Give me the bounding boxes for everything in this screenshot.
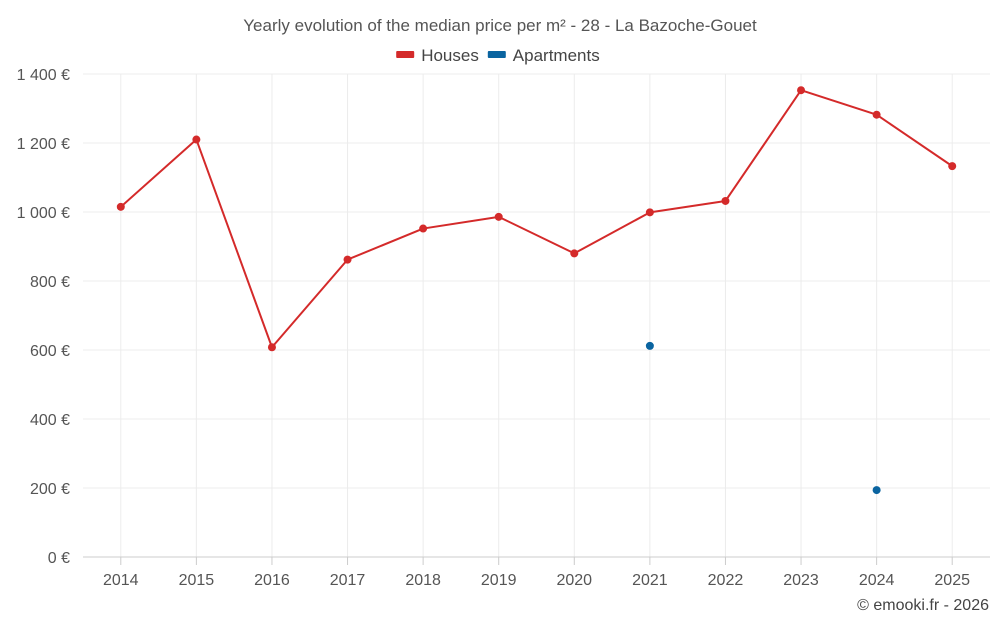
- x-tick-label: 2025: [934, 572, 970, 589]
- legend: Houses Apartments: [396, 46, 600, 65]
- houses-data-point[interactable]: [192, 135, 201, 144]
- houses-data-point[interactable]: [645, 208, 654, 217]
- y-tick-label: 800 €: [30, 274, 70, 291]
- legend-label-apartments: Apartments: [513, 46, 600, 65]
- houses-series-line: [120, 89, 953, 349]
- credit-text: © emooki.fr - 2026: [857, 597, 989, 614]
- y-tick-label: 400 €: [30, 412, 70, 429]
- houses-data-point[interactable]: [343, 255, 352, 264]
- x-tick-label: 2015: [179, 572, 215, 589]
- x-tick-label: 2020: [556, 572, 592, 589]
- gridlines: [83, 73, 990, 557]
- y-tick-label: 200 €: [30, 481, 70, 498]
- houses-data-point[interactable]: [419, 224, 428, 233]
- houses-data-point[interactable]: [570, 249, 579, 258]
- y-tick-label: 1 400 €: [17, 67, 70, 84]
- houses-data-point[interactable]: [948, 162, 957, 171]
- houses-data-point[interactable]: [721, 196, 730, 205]
- y-tick-label: 1 200 €: [17, 136, 70, 153]
- series: [116, 86, 957, 495]
- y-tick-label: 600 €: [30, 343, 70, 360]
- x-tick-label: 2018: [405, 572, 441, 589]
- chart-title: Yearly evolution of the median price per…: [243, 16, 757, 35]
- legend-item-houses[interactable]: Houses: [396, 46, 479, 65]
- x-tick-label: 2021: [632, 572, 668, 589]
- houses-data-point[interactable]: [494, 212, 503, 221]
- axes: 0 € 200 € 400 € 600 € 800 € 1 000 € 1 200 € 1 4…: [17, 67, 990, 589]
- apartments-data-point[interactable]: [645, 341, 654, 350]
- x-tick-label: 2017: [330, 572, 366, 589]
- houses-data-point[interactable]: [267, 343, 276, 352]
- x-tick-label: 2024: [859, 572, 895, 589]
- houses-data-point[interactable]: [797, 86, 806, 95]
- x-tick-label: 2016: [254, 572, 290, 589]
- x-tick-label: 2014: [103, 572, 139, 589]
- y-tick-label: 1 000 €: [17, 205, 70, 222]
- legend-swatch-houses: [396, 51, 415, 58]
- x-tick-label: 2019: [481, 572, 517, 589]
- houses-data-point[interactable]: [872, 110, 881, 119]
- apartments-data-point[interactable]: [872, 486, 881, 495]
- x-tick-label: 2022: [708, 572, 744, 589]
- x-tick-label: 2023: [783, 572, 819, 589]
- houses-data-point[interactable]: [116, 202, 125, 211]
- legend-item-apartments[interactable]: Apartments: [487, 46, 600, 65]
- legend-swatch-apartments: [487, 51, 506, 58]
- y-tick-label: 0 €: [48, 550, 70, 567]
- legend-label-houses: Houses: [421, 46, 479, 65]
